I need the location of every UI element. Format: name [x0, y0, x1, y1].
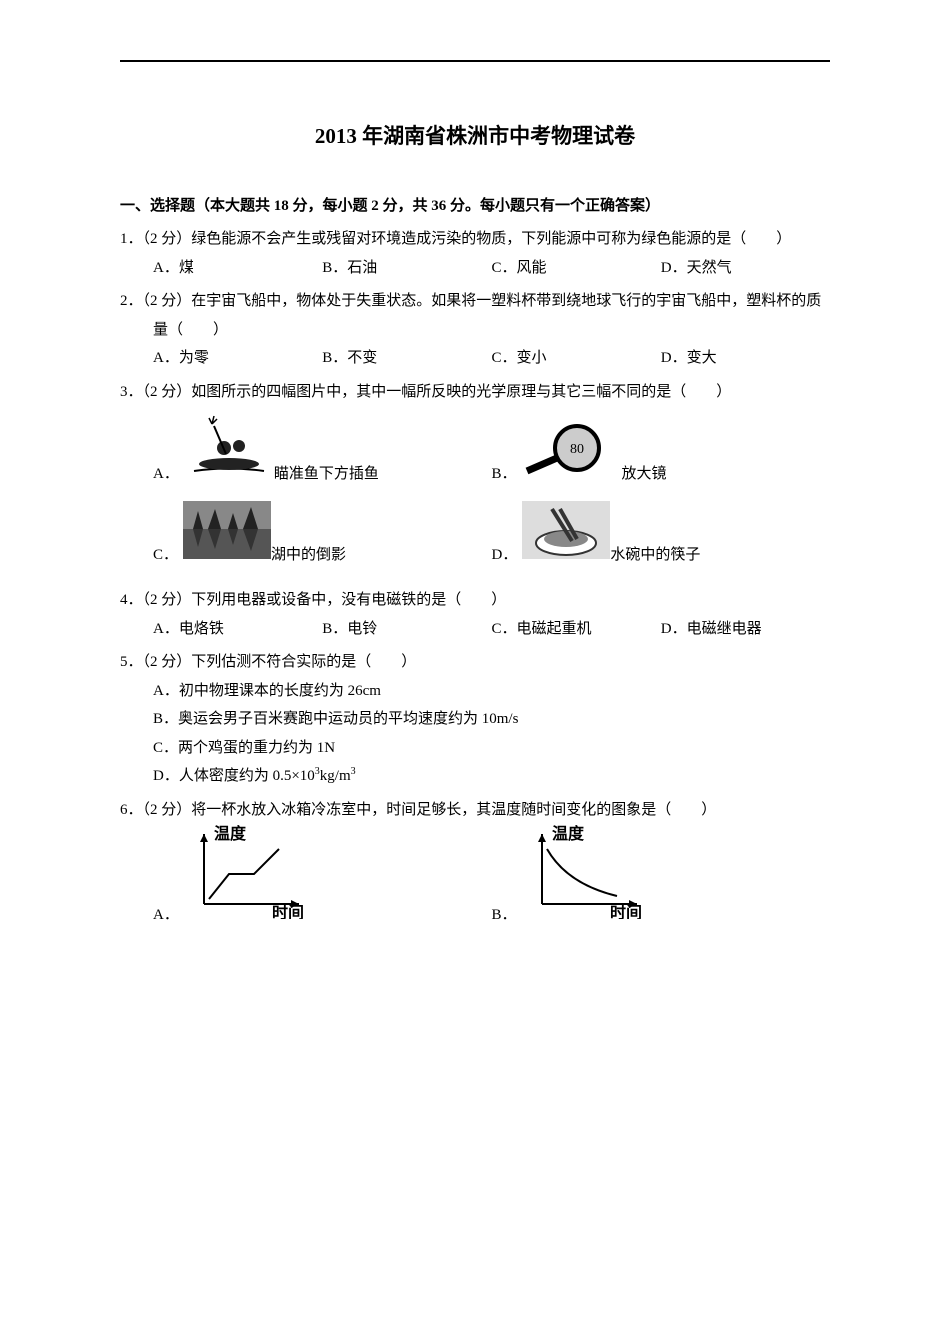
q3-d-figure	[522, 501, 610, 570]
q3-b-figure: 80	[522, 423, 622, 489]
q3-options: A． 瞄准鱼下方插鱼 B． 80	[120, 406, 830, 581]
question-3: 3．（2 分）如图所示的四幅图片中，其中一幅所反映的光学原理与其它三幅不同的是（…	[120, 378, 830, 582]
q3-a-letter: A．	[153, 460, 179, 489]
q1-option-a: A．煤	[153, 254, 322, 283]
q3-option-c: C． 湖中的倒影	[153, 501, 492, 570]
q1-option-d: D．天然气	[661, 254, 830, 283]
q2-option-a: A．为零	[153, 344, 322, 373]
q5-text: 5．（2 分）下列估测不符合实际的是（ ）	[120, 648, 830, 677]
svg-text:时间: 时间	[610, 903, 642, 919]
q5-option-d: D．人体密度约为 0.5×103kg/m3	[153, 762, 830, 791]
q6-option-a: A． 温度 时间	[153, 824, 492, 930]
q3-option-b: B． 80 放大镜	[492, 406, 831, 489]
header-rule	[120, 60, 830, 62]
q3-c-caption: 湖中的倒影	[271, 541, 346, 570]
svg-text:时间: 时间	[272, 903, 304, 919]
q3-d-caption: 水碗中的筷子	[610, 541, 700, 570]
q6-options: A． 温度 时间 B．	[120, 824, 830, 942]
q6-a-graph: 温度 时间	[184, 824, 314, 930]
section-1-header: 一、选择题（本大题共 18 分，每小题 2 分，共 36 分。每小题只有一个正确…	[120, 192, 830, 221]
q4-option-c: C．电磁起重机	[492, 615, 661, 644]
q5-d-suffix: kg/m	[320, 768, 351, 784]
q2-options: A．为零 B．不变 C．变小 D．变大	[120, 344, 830, 373]
q6-b-letter: B．	[492, 901, 517, 930]
q5-d-sup2: 3	[351, 766, 356, 777]
q1-options: A．煤 B．石油 C．风能 D．天然气	[120, 254, 830, 283]
svg-text:温度: 温度	[213, 824, 247, 843]
q3-b-letter: B．	[492, 460, 517, 489]
question-2: 2．（2 分）在宇宙飞船中，物体处于失重状态。如果将一塑料杯带到绕地球飞行的宇宙…	[120, 287, 830, 373]
svg-text:80: 80	[570, 442, 584, 457]
q2-option-b: B．不变	[322, 344, 491, 373]
q5-d-prefix: D．人体密度约为 0.5×10	[153, 768, 315, 784]
q5-options: A．初中物理课本的长度约为 26cm B．奥运会男子百米赛跑中运动员的平均速度约…	[120, 677, 830, 791]
q6-b-graph: 温度 时间	[522, 824, 652, 930]
exam-title: 2013 年湖南省株洲市中考物理试卷	[120, 117, 830, 157]
q4-option-a: A．电烙铁	[153, 615, 322, 644]
q3-a-caption: 瞄准鱼下方插鱼	[274, 460, 379, 489]
q6-a-letter: A．	[153, 901, 179, 930]
q3-d-letter: D．	[492, 541, 518, 570]
q1-option-c: C．风能	[492, 254, 661, 283]
q6-text: 6．（2 分）将一杯水放入冰箱冷冻室中，时间足够长，其温度随时间变化的图象是（ …	[120, 796, 830, 825]
q2-text: 2．（2 分）在宇宙飞船中，物体处于失重状态。如果将一塑料杯带到绕地球飞行的宇宙…	[120, 287, 830, 344]
q3-a-figure	[184, 406, 274, 489]
q1-text: 1．（2 分）绿色能源不会产生或残留对环境造成污染的物质，下列能源中可称为绿色能…	[120, 225, 830, 254]
q5-option-b: B．奥运会男子百米赛跑中运动员的平均速度约为 10m/s	[153, 705, 830, 734]
q4-options: A．电烙铁 B．电铃 C．电磁起重机 D．电磁继电器	[120, 615, 830, 644]
q3-b-caption: 放大镜	[622, 460, 667, 489]
q3-c-figure	[183, 501, 271, 570]
q4-option-b: B．电铃	[322, 615, 491, 644]
q2-option-c: C．变小	[492, 344, 661, 373]
q1-option-b: B．石油	[322, 254, 491, 283]
q6-option-b: B． 温度 时间	[492, 824, 831, 930]
q3-option-d: D． 水碗中的筷子	[492, 501, 831, 570]
question-4: 4．（2 分）下列用电器或设备中，没有电磁铁的是（ ） A．电烙铁 B．电铃 C…	[120, 586, 830, 643]
q4-text: 4．（2 分）下列用电器或设备中，没有电磁铁的是（ ）	[120, 586, 830, 615]
svg-text:温度: 温度	[551, 824, 585, 843]
q5-option-a: A．初中物理课本的长度约为 26cm	[153, 677, 830, 706]
q4-option-d: D．电磁继电器	[661, 615, 830, 644]
question-6: 6．（2 分）将一杯水放入冰箱冷冻室中，时间足够长，其温度随时间变化的图象是（ …	[120, 796, 830, 942]
q3-c-letter: C．	[153, 541, 178, 570]
q5-option-c: C．两个鸡蛋的重力约为 1N	[153, 734, 830, 763]
q2-option-d: D．变大	[661, 344, 830, 373]
q3-text: 3．（2 分）如图所示的四幅图片中，其中一幅所反映的光学原理与其它三幅不同的是（…	[120, 378, 830, 407]
q3-option-a: A． 瞄准鱼下方插鱼	[153, 406, 492, 489]
question-5: 5．（2 分）下列估测不符合实际的是（ ） A．初中物理课本的长度约为 26cm…	[120, 648, 830, 791]
question-1: 1．（2 分）绿色能源不会产生或残留对环境造成污染的物质，下列能源中可称为绿色能…	[120, 225, 830, 282]
